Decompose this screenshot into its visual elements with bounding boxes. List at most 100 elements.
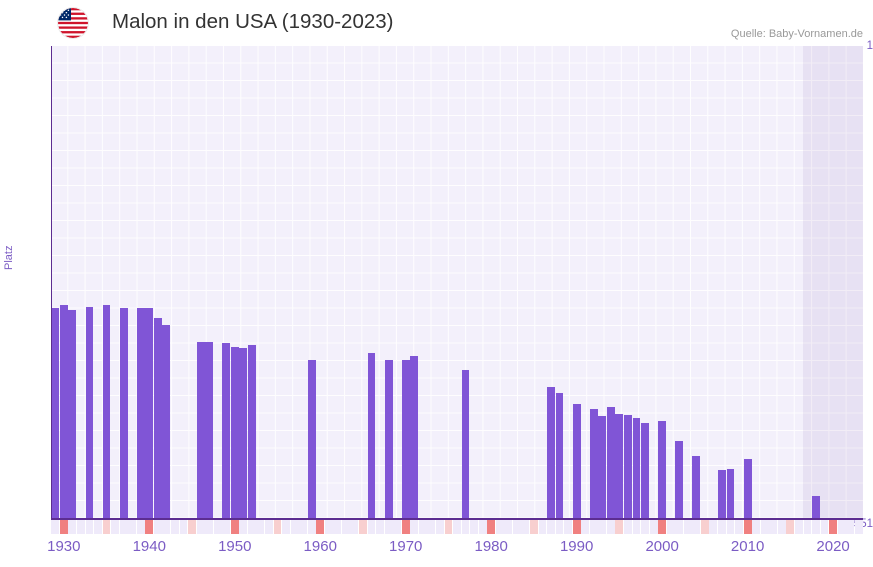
bar [153, 318, 162, 519]
bar [461, 370, 470, 519]
x-axis-tick-label: 2020 [816, 538, 850, 555]
x-axis-tick-label: 2010 [730, 538, 765, 555]
year-tick-cell [51, 520, 60, 534]
year-tick-cell [743, 520, 752, 534]
bar [136, 308, 145, 519]
year-tick-cell [735, 520, 743, 534]
year-tick-cell [205, 520, 214, 534]
plot-area [51, 46, 863, 519]
year-tick-cell [367, 520, 376, 534]
year-tick-cell [307, 520, 316, 534]
year-tick-cell [589, 520, 598, 534]
year-tick-cell [606, 520, 615, 534]
bar [145, 308, 154, 519]
year-tick-cell [572, 520, 581, 534]
bar [307, 360, 316, 519]
year-tick-cell [299, 520, 308, 534]
year-tick-cell [179, 520, 188, 534]
year-tick-cell [632, 520, 641, 534]
year-tick-cell [760, 520, 769, 534]
bar [675, 440, 684, 519]
year-tick-cell [393, 520, 402, 534]
year-tick-cell [418, 520, 427, 534]
bar [68, 310, 77, 519]
year-tick-cell [615, 520, 624, 534]
year-tick-cell [290, 520, 299, 534]
year-tick-cell [666, 520, 675, 534]
bar [85, 307, 94, 519]
year-tick-cell [435, 520, 444, 534]
year-tick-cell [384, 520, 393, 534]
bar [589, 408, 598, 519]
grid-lines [51, 46, 863, 519]
year-tick-cell [718, 520, 726, 534]
year-tick-cell [675, 520, 684, 534]
year-tick-cell [564, 520, 573, 534]
year-tick-cell [401, 520, 410, 534]
year-tick-cell [188, 520, 196, 534]
year-tick-cell [196, 520, 205, 534]
year-tick-cell [470, 520, 479, 534]
bar [606, 407, 615, 519]
year-tick-cell [812, 520, 820, 534]
year-tick-cell [794, 520, 803, 534]
year-tick-cell [76, 520, 85, 534]
year-tick-cell [153, 520, 162, 534]
year-tick-cell [478, 520, 487, 534]
year-tick-cell [581, 520, 590, 534]
x-axis-labels: 1930 1940 1950 1960 1970 1980 1990 2000 2010 2020 [0, 538, 873, 562]
year-tick-cell [461, 520, 470, 534]
year-tick-cell [265, 520, 273, 534]
bar [401, 359, 410, 519]
year-tick-cell [102, 520, 111, 534]
year-tick-cell [136, 520, 145, 534]
year-tick-cell [529, 520, 538, 534]
year-tick-cell [641, 520, 649, 534]
year-tick-cell [410, 520, 419, 534]
no-data-shaded-band [803, 46, 863, 519]
y-axis-title: Platz [3, 245, 15, 270]
year-tick-cell [769, 520, 778, 534]
x-axis-tick-label: 1940 [132, 538, 166, 555]
year-tick-cell [854, 520, 863, 534]
bar [718, 469, 726, 519]
year-tick-cell [316, 520, 325, 534]
year-tick-cell [495, 520, 504, 534]
bar [384, 359, 393, 519]
year-tick-cell [59, 520, 68, 534]
year-tick-cell [547, 520, 555, 534]
year-tick-cell [752, 520, 761, 534]
bar [624, 414, 632, 519]
bar [119, 307, 128, 519]
year-tick-cell [829, 520, 837, 534]
year-tick-cell [700, 520, 709, 534]
bar [547, 387, 555, 519]
year-tick-cell [341, 520, 350, 534]
bar [812, 495, 820, 519]
year-tick-cell [85, 520, 94, 534]
year-tick-cell [726, 520, 735, 534]
bar [230, 347, 239, 519]
year-tick-cell [521, 520, 530, 534]
bar [205, 341, 214, 519]
bar [51, 307, 60, 519]
year-tick-cell [777, 520, 786, 534]
year-tick-cell [333, 520, 342, 534]
x-axis-tick-label: 1960 [303, 538, 337, 555]
year-tick-cell [273, 520, 282, 534]
year-tick-cell [213, 520, 222, 534]
year-tick-cell [709, 520, 718, 534]
y-axis-tick-top: 1 [866, 40, 873, 52]
year-tick-cell [658, 520, 667, 534]
x-axis-tick-label: 1980 [474, 538, 508, 555]
year-tick-cell [453, 520, 461, 534]
bar [367, 353, 376, 519]
year-tick-cell [359, 520, 367, 534]
us-flag-icon [58, 8, 88, 38]
bar [632, 418, 641, 519]
x-axis-tick-label: 1970 [389, 538, 423, 555]
x-axis-tick-label: 1950 [218, 538, 252, 555]
source-label: Quelle: Baby-Vornamen.de [730, 28, 863, 40]
year-tick-cell [538, 520, 547, 534]
